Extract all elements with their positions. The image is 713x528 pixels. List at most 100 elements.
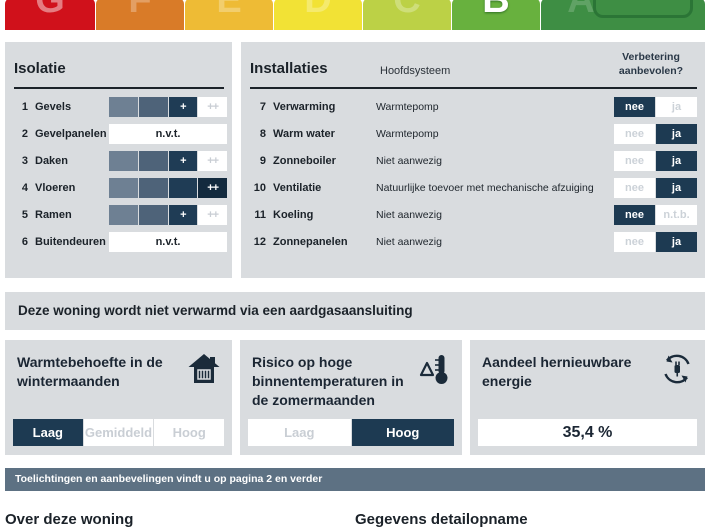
- scale-segment: [138, 151, 168, 171]
- energy-class-letter: D: [304, 0, 332, 21]
- energy-class-letter: G: [35, 0, 65, 21]
- scale-segment: [109, 178, 138, 198]
- insulation-scale: ++: [109, 178, 227, 198]
- energy-class-b-selected: B: [452, 0, 540, 30]
- section-heading-gegevens: Gegevens detailopname: [355, 511, 528, 528]
- summer-risk-title: Risico op hoge binnentemperaturen in de …: [252, 354, 404, 408]
- energy-class-c: C: [363, 0, 451, 30]
- isolatie-row-daken: 3 Daken + ++: [14, 151, 227, 171]
- improve-toggle: nee ja: [614, 151, 697, 171]
- option-hoog: Hoog: [154, 419, 225, 446]
- improve-toggle: nee n.t.b.: [614, 205, 697, 225]
- scale-segment: [138, 205, 168, 225]
- summer-risk-selector: Laag Hoog: [248, 419, 454, 446]
- toggle-nee: nee: [614, 232, 655, 252]
- section-heading-over-deze-woning: Over deze woning: [5, 511, 134, 528]
- installaties-panel: Installaties Hoofdsysteem Verbetering aa…: [241, 42, 705, 278]
- row-number: 6: [21, 236, 28, 248]
- row-label: Warm water: [273, 128, 335, 140]
- system-value: Niet aanwezig: [376, 209, 442, 221]
- row-number: 4: [21, 182, 28, 194]
- row-number: 2: [21, 128, 28, 140]
- improve-toggle: nee ja: [614, 178, 697, 198]
- selected-energy-class-letter: B: [482, 0, 510, 21]
- row-label: Ventilatie: [273, 182, 322, 194]
- insulation-scale: + ++: [109, 97, 227, 117]
- toggle-nee: nee: [614, 97, 655, 117]
- scale-segment-plus: +: [168, 97, 198, 117]
- scale-segment-plus: +: [168, 205, 198, 225]
- system-value: Niet aanwezig: [376, 155, 442, 167]
- installaties-row-zonneboiler: 9 Zonneboiler Niet aanwezig nee ja: [250, 151, 697, 171]
- installaties-row-ventilatie: 10 Ventilatie Natuurlijke toevoer met me…: [250, 178, 697, 198]
- energy-class-a: A: [541, 0, 705, 30]
- toggle-ja: ja: [656, 97, 697, 117]
- isolatie-row-gevelpanelen: 2 Gevelpanelen n.v.t.: [14, 124, 227, 144]
- energy-class-f: F: [96, 0, 184, 30]
- improve-toggle: nee ja: [614, 232, 697, 252]
- renewable-share-title: Aandeel hernieuwbare energie: [482, 354, 632, 389]
- row-number: 5: [21, 209, 28, 221]
- toggle-ja: ja: [656, 178, 697, 198]
- isolatie-panel: Isolatie 1 Gevels + ++ 2 Gevelpanelen n.…: [5, 42, 232, 278]
- energy-class-letter: F: [128, 0, 152, 21]
- isolatie-row-vloeren: 4 Vloeren ++: [14, 178, 227, 198]
- row-label: Zonneboiler: [273, 155, 336, 167]
- row-label: Zonnepanelen: [273, 236, 348, 248]
- row-label: Ramen: [35, 209, 72, 221]
- row-label: Verwarming: [273, 101, 336, 113]
- toggle-ja: ja: [656, 232, 697, 252]
- energy-class-g: G: [5, 0, 95, 30]
- row-label: Daken: [35, 155, 69, 167]
- row-number: 1: [21, 101, 28, 113]
- insulation-scale: + ++: [109, 151, 227, 171]
- house-heating-icon: [188, 354, 220, 383]
- installaties-row-zonnepanelen: 12 Zonnepanelen Niet aanwezig nee ja: [250, 232, 697, 252]
- energy-class-letter: E: [216, 0, 242, 21]
- toggle-ja: ja: [656, 124, 697, 144]
- scale-segment-plusplus: ++: [198, 97, 227, 117]
- row-label: Vloeren: [35, 182, 76, 194]
- label-value-outline: [593, 0, 693, 18]
- installaties-row-koeling: 11 Koeling Niet aanwezig nee n.t.b.: [250, 205, 697, 225]
- installaties-row-verwarming: 7 Verwarming Warmtepomp nee ja: [250, 97, 697, 117]
- row-number: 3: [21, 155, 28, 167]
- system-value: Niet aanwezig: [376, 236, 442, 248]
- row-number: 8: [259, 128, 266, 140]
- energy-class-letter: A: [567, 0, 595, 21]
- scale-segment-plus: +: [168, 151, 198, 171]
- scale-segment: [138, 178, 168, 198]
- no-gas-notice: Deze woning wordt niet verwarmd via een …: [5, 292, 705, 330]
- row-number: 7: [259, 101, 266, 113]
- row-number: 11: [254, 209, 266, 221]
- heat-demand-box: Warmtebehoefte in de wintermaanden Laag …: [5, 340, 232, 455]
- row-number: 10: [253, 182, 266, 194]
- nvt-value: n.v.t.: [109, 232, 227, 252]
- renewable-share-value: 35,4 %: [478, 419, 697, 446]
- summer-risk-box: Risico op hoge binnentemperaturen in de …: [240, 340, 462, 455]
- toggle-ja: ja: [656, 151, 697, 171]
- toelichtingen-bar: Toelichtingen en aanbevelingen vindt u o…: [5, 468, 705, 491]
- toggle-nee: nee: [614, 124, 655, 144]
- renewable-share-box: Aandeel hernieuwbare energie 35,4 %: [470, 340, 705, 455]
- scale-segment: [109, 151, 138, 171]
- scale-segment-plusplus: ++: [198, 178, 227, 198]
- improve-toggle: nee ja: [614, 97, 697, 117]
- installaties-row-warm-water: 8 Warm water Warmtepomp nee ja: [250, 124, 697, 144]
- energy-class-bar: G F E D C B A: [5, 0, 705, 30]
- option-hoog: Hoog: [351, 419, 454, 446]
- energy-class-e: E: [185, 0, 273, 30]
- system-value: Warmtepomp: [376, 101, 439, 113]
- heat-demand-selector: Laag Gemiddeld Hoog: [13, 419, 225, 446]
- row-number: 12: [253, 236, 266, 248]
- scale-segment: [168, 178, 198, 198]
- option-laag: Laag: [13, 419, 83, 446]
- toggle-nee: nee: [614, 178, 655, 198]
- divider: [14, 87, 224, 89]
- scale-segment-plusplus: ++: [198, 205, 227, 225]
- row-label: Buitendeuren: [35, 236, 106, 248]
- option-laag: Laag: [248, 419, 351, 446]
- scale-segment: [138, 97, 168, 117]
- renewable-energy-icon: [664, 354, 690, 384]
- installaties-rows: 7 Verwarming Warmtepomp nee ja 8 Warm wa…: [250, 97, 697, 259]
